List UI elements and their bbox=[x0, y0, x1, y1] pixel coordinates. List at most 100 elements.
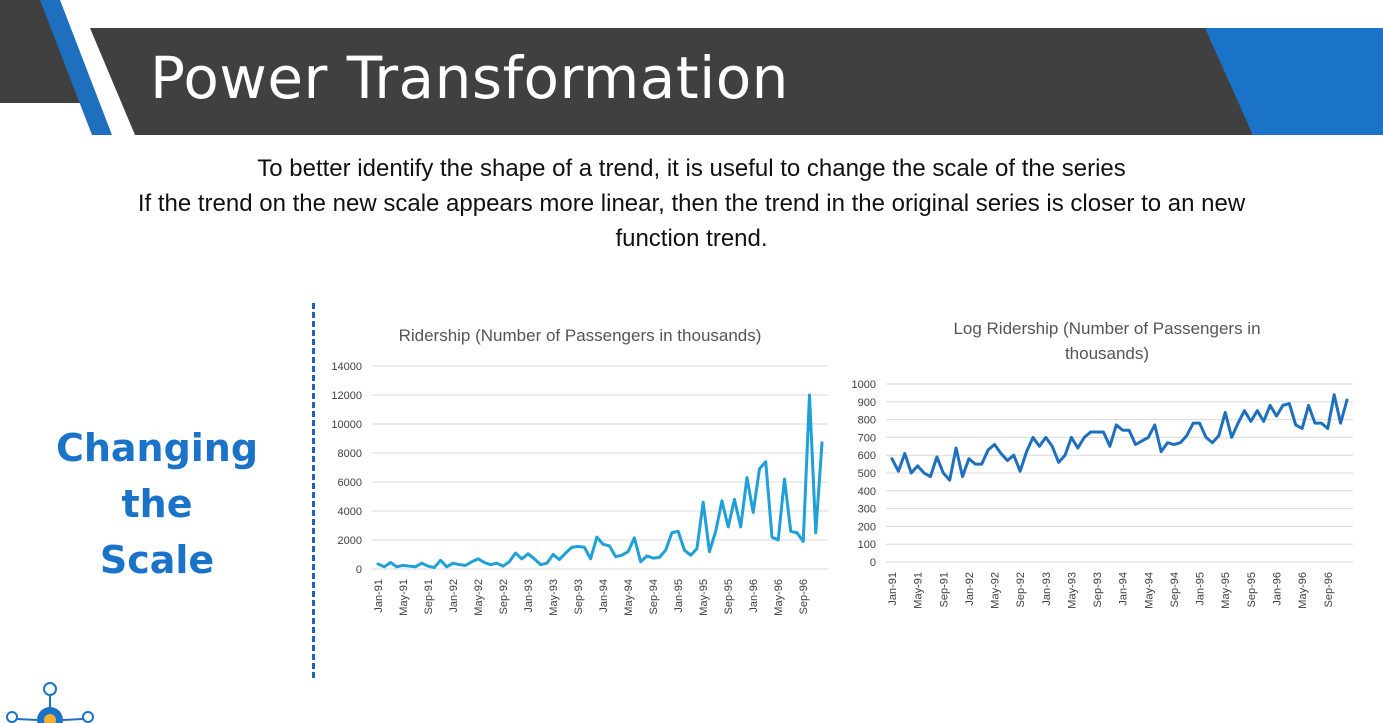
data-point bbox=[1166, 442, 1168, 444]
data-point bbox=[790, 530, 792, 532]
x-tick-label: Jan-96 bbox=[1272, 572, 1284, 606]
data-point bbox=[1333, 393, 1335, 395]
data-point bbox=[1000, 452, 1002, 454]
data-point bbox=[1032, 436, 1034, 438]
y-tick-label: 300 bbox=[858, 504, 876, 516]
data-point bbox=[1269, 404, 1271, 406]
side-heading-line-1: Changing the bbox=[55, 426, 259, 526]
data-point bbox=[1224, 411, 1226, 413]
data-point bbox=[1339, 422, 1341, 424]
y-tick-label: 1000 bbox=[852, 379, 876, 391]
data-point bbox=[948, 479, 950, 481]
data-point bbox=[1077, 447, 1079, 449]
data-point bbox=[1262, 420, 1264, 422]
chart-title-line: Ridership (Number of Passengers in thous… bbox=[399, 326, 762, 345]
y-tick-label: 6000 bbox=[338, 477, 362, 489]
data-point bbox=[1282, 404, 1284, 406]
x-tick-label: May-94 bbox=[623, 579, 635, 616]
data-point bbox=[714, 530, 716, 532]
data-point bbox=[897, 470, 899, 472]
y-tick-label: 200 bbox=[858, 521, 876, 533]
data-point bbox=[1314, 422, 1316, 424]
series-line bbox=[376, 393, 824, 570]
data-point bbox=[633, 537, 635, 539]
data-point bbox=[483, 561, 485, 563]
data-point bbox=[671, 532, 673, 534]
data-point bbox=[1096, 431, 1098, 433]
y-tick-label: 12000 bbox=[331, 390, 362, 402]
data-point bbox=[821, 442, 823, 444]
data-point bbox=[955, 447, 957, 449]
data-point bbox=[1250, 420, 1252, 422]
data-point bbox=[439, 559, 441, 561]
y-tick-label: 10000 bbox=[331, 419, 362, 431]
y-tick-label: 14000 bbox=[331, 361, 362, 373]
data-point bbox=[1243, 410, 1245, 412]
data-point bbox=[942, 472, 944, 474]
data-point bbox=[677, 530, 679, 532]
data-point bbox=[904, 452, 906, 454]
data-point bbox=[458, 563, 460, 565]
subtitle-line-3: function trend. bbox=[615, 225, 768, 252]
x-tick-label: May-93 bbox=[1066, 572, 1078, 609]
x-tick-label: Sep-94 bbox=[648, 579, 660, 614]
data-point bbox=[752, 511, 754, 513]
data-point bbox=[929, 475, 931, 477]
data-point bbox=[1179, 442, 1181, 444]
x-tick-label: Jan-93 bbox=[523, 579, 535, 613]
data-point bbox=[1301, 427, 1303, 429]
data-point bbox=[777, 539, 779, 541]
data-point bbox=[1230, 436, 1232, 438]
x-tick-label: May-96 bbox=[1297, 572, 1309, 609]
data-point bbox=[1057, 461, 1059, 463]
data-point bbox=[783, 478, 785, 480]
data-point bbox=[1045, 436, 1047, 438]
x-tick-label: Jan-92 bbox=[964, 572, 976, 606]
data-point bbox=[652, 557, 654, 559]
data-point bbox=[427, 565, 429, 567]
data-point bbox=[408, 565, 410, 567]
x-tick-label: Jan-95 bbox=[673, 579, 685, 613]
data-point bbox=[396, 566, 398, 568]
data-point bbox=[802, 540, 804, 542]
slide-subtitle: To better identify the shape of a trend,… bbox=[30, 151, 1353, 256]
data-point bbox=[796, 532, 798, 534]
data-point bbox=[1192, 422, 1194, 424]
data-point bbox=[433, 566, 435, 568]
data-point bbox=[1186, 434, 1188, 436]
data-point bbox=[446, 566, 448, 568]
data-point bbox=[508, 561, 510, 563]
x-tick-label: May-93 bbox=[548, 579, 560, 616]
x-tick-label: Sep-94 bbox=[1169, 572, 1181, 607]
data-point bbox=[1051, 445, 1053, 447]
y-tick-label: 900 bbox=[858, 397, 876, 409]
x-tick-label: Sep-95 bbox=[1246, 572, 1258, 607]
data-point bbox=[558, 558, 560, 560]
data-point bbox=[502, 565, 504, 567]
y-tick-label: 100 bbox=[858, 539, 876, 551]
data-point bbox=[577, 545, 579, 547]
x-tick-label: Sep-93 bbox=[573, 579, 585, 614]
data-point bbox=[1198, 422, 1200, 424]
data-point bbox=[1346, 399, 1348, 401]
slide-title: Power Transformation bbox=[150, 44, 789, 112]
data-point bbox=[974, 463, 976, 465]
data-point bbox=[1275, 415, 1277, 417]
data-point bbox=[658, 556, 660, 558]
data-point bbox=[1295, 424, 1297, 426]
x-tick-label: Jan-91 bbox=[887, 572, 899, 606]
data-point bbox=[571, 546, 573, 548]
data-point bbox=[1288, 402, 1290, 404]
data-point bbox=[527, 553, 529, 555]
x-tick-label: May-92 bbox=[990, 572, 1002, 609]
y-tick-label: 4000 bbox=[338, 506, 362, 518]
x-tick-label: Jan-93 bbox=[1041, 572, 1053, 606]
data-point bbox=[1115, 424, 1117, 426]
y-tick-label: 0 bbox=[870, 557, 876, 569]
data-point bbox=[727, 526, 729, 528]
subtitle-line-1: To better identify the shape of a trend,… bbox=[257, 155, 1126, 182]
x-tick-label: Jan-92 bbox=[448, 579, 460, 613]
title-banner bbox=[0, 0, 1383, 135]
data-point bbox=[1122, 429, 1124, 431]
data-point bbox=[464, 564, 466, 566]
